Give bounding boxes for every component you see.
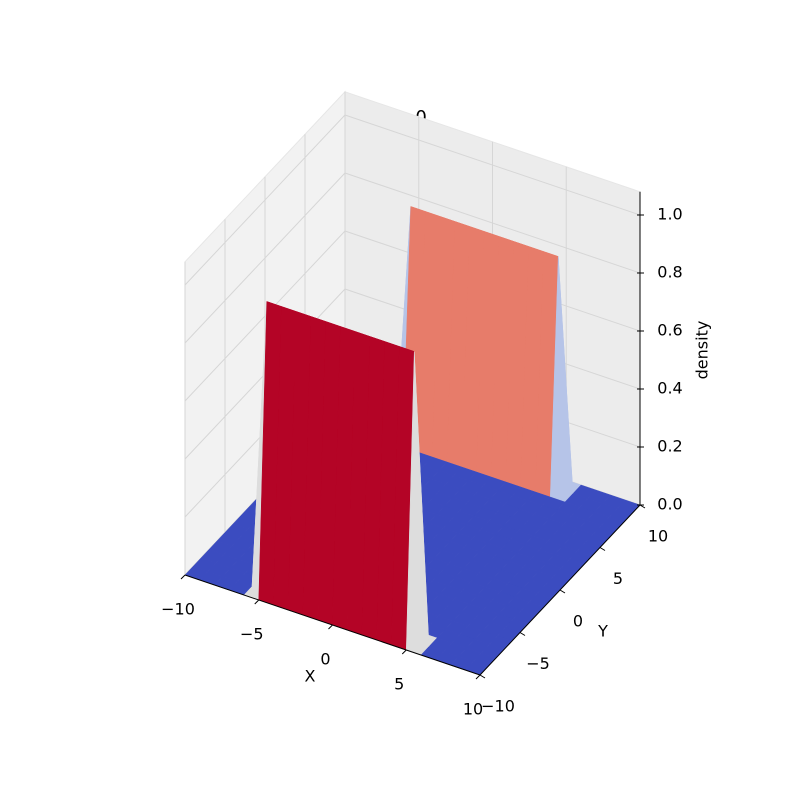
x-tick-label: 10	[463, 700, 483, 719]
z-tick-label: 0.4	[657, 379, 682, 398]
y-tick-label: −10	[481, 697, 515, 716]
x-tick	[254, 599, 260, 605]
z-axis-label: density	[693, 321, 712, 380]
x-tick	[401, 649, 407, 655]
grid-line	[344, 114, 641, 216]
x-tick-label: −5	[240, 625, 264, 644]
grid-line	[184, 230, 346, 402]
grid-line	[184, 172, 346, 344]
y-tick-label: 5	[613, 569, 623, 588]
y-axis-label: Y	[597, 622, 608, 641]
x-tick	[328, 624, 333, 630]
y-tick-label: 10	[648, 527, 668, 546]
y-tick-label: 0	[573, 612, 583, 631]
z-tick-label: 0.6	[657, 321, 682, 340]
y-tick	[519, 632, 526, 636]
grid-line	[184, 114, 346, 286]
x-tick	[180, 574, 186, 580]
x-tick-label: 5	[394, 675, 404, 694]
y-tick	[479, 674, 486, 679]
x-tick-label: −10	[161, 600, 195, 619]
y-tick	[559, 589, 566, 594]
z-tick-label: 0.2	[657, 437, 682, 456]
y-tick-label: −5	[526, 654, 550, 673]
x-tick-label: 0	[320, 650, 330, 669]
z-tick-label: 0.0	[657, 495, 682, 514]
z-tick-label: 0.8	[657, 263, 682, 282]
z-tick-label: 1.0	[657, 205, 682, 224]
x-axis-label: X	[305, 667, 316, 686]
y-tick	[599, 547, 606, 551]
x-tick	[475, 674, 481, 680]
grid-line	[344, 172, 641, 274]
